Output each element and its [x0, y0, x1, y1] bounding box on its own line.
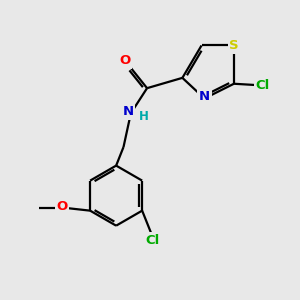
Text: S: S — [229, 39, 239, 52]
Text: O: O — [56, 200, 68, 213]
Text: Cl: Cl — [255, 79, 270, 92]
Text: N: N — [199, 91, 210, 103]
Text: Cl: Cl — [145, 234, 160, 247]
Text: H: H — [139, 110, 149, 123]
Text: N: N — [122, 105, 134, 118]
Text: O: O — [119, 54, 130, 67]
